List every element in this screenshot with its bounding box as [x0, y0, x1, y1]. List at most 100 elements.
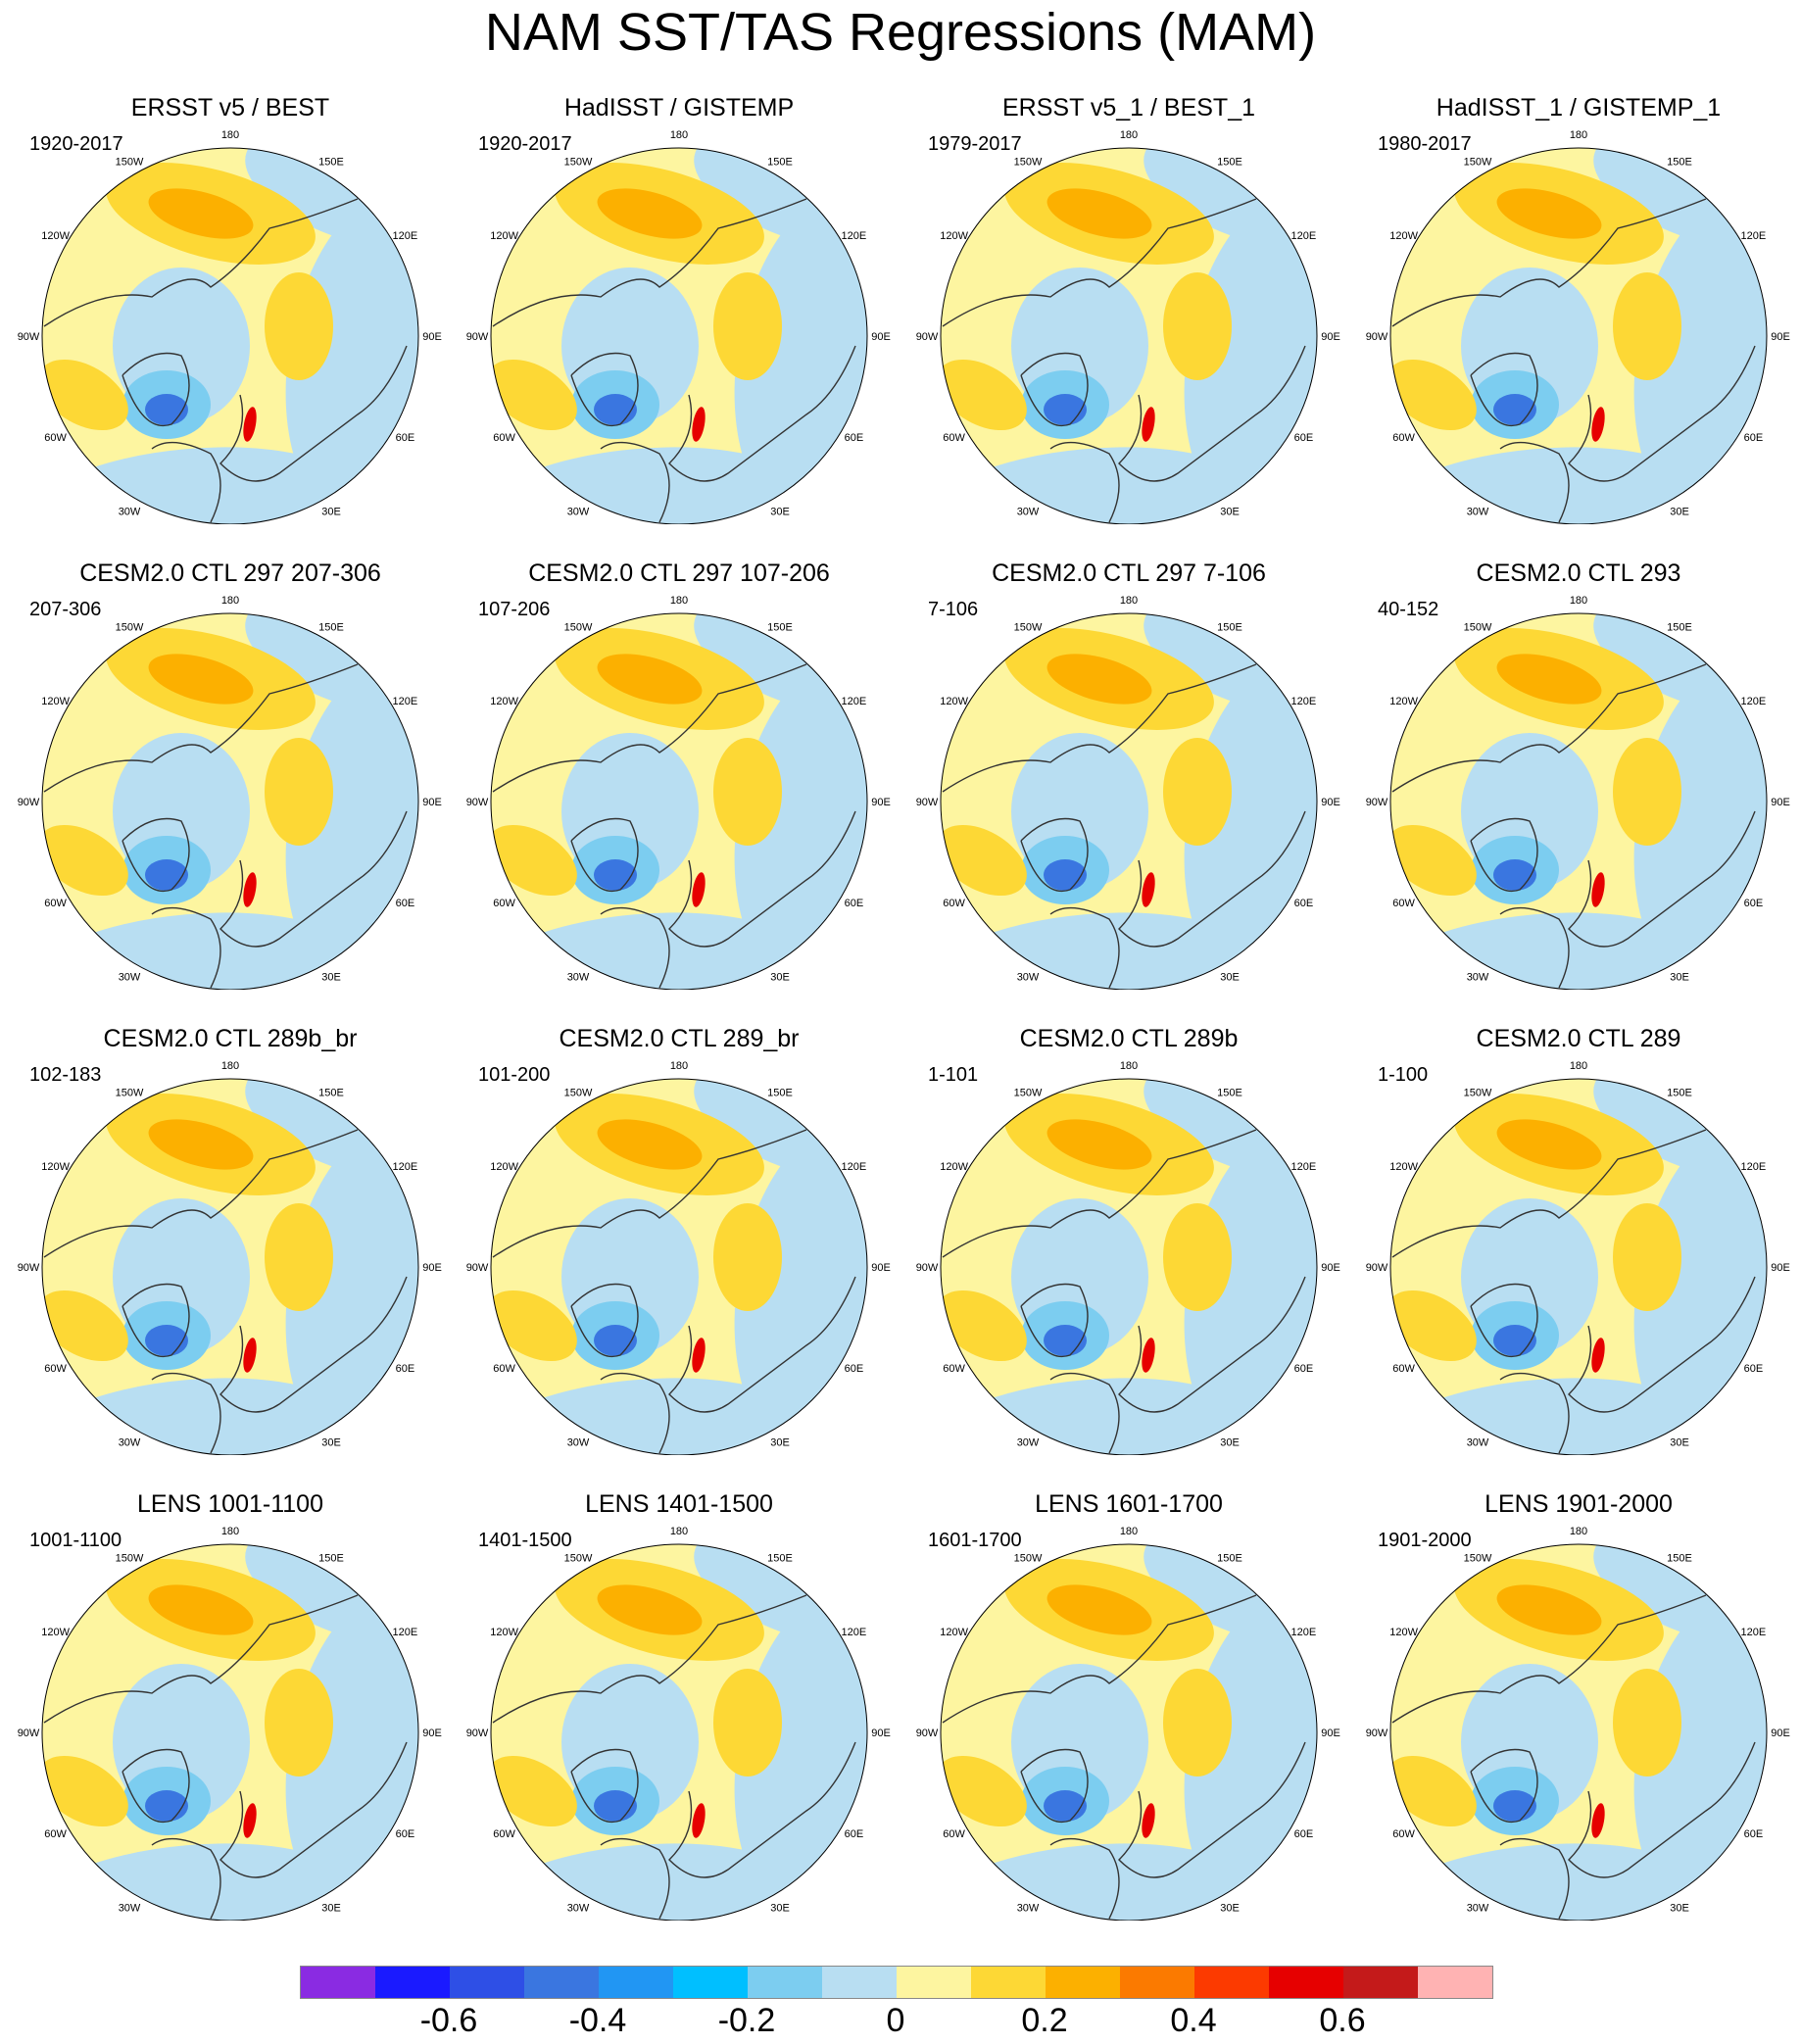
longitude-label: 90W	[18, 1728, 40, 1739]
regression-field	[1390, 148, 1767, 524]
longitude-label: 180	[670, 595, 688, 607]
longitude-label: 30E	[770, 1436, 790, 1448]
longitude-label: 180	[221, 1060, 239, 1072]
longitude-label: 120E	[1291, 1627, 1317, 1638]
longitude-label: 120W	[940, 696, 968, 707]
colorbar-box	[748, 1967, 822, 1998]
panel-years: 207-306	[29, 599, 102, 620]
coastline	[942, 1129, 1306, 1454]
longitude-label: 180	[1120, 1526, 1138, 1537]
colorbar-tick-label: -0.6	[419, 2002, 478, 2039]
longitude-label: 90W	[1366, 1262, 1388, 1274]
panel-title: CESM2.0 CTL 297 207-306	[79, 560, 381, 587]
longitude-label: 120E	[842, 230, 867, 242]
longitude-label: 30E	[770, 506, 790, 517]
coastline	[942, 198, 1306, 523]
longitude-label: 30W	[1467, 1436, 1489, 1448]
panel-title: CESM2.0 CTL 289b_br	[103, 1025, 358, 1052]
longitude-label: 150E	[318, 1553, 344, 1565]
panel-years: 1601-1700	[928, 1530, 1022, 1551]
longitude-label: 60E	[396, 1828, 415, 1840]
map-panel: CESM2.0 CTL 297 7-106 7-106 180 150E 120E 90E…	[913, 559, 1344, 990]
coastline	[492, 663, 856, 989]
longitude-label: 90W	[916, 797, 939, 808]
longitude-label: 90E	[871, 331, 891, 343]
polar-map: 180150E120E90E60E30E030W60W90W120W150W	[916, 129, 1340, 524]
panel-title: LENS 1601-1700	[1035, 1490, 1223, 1518]
map-panel: LENS 1901-2000 1901-2000 180 150E 120E 90E 60E…	[1363, 1489, 1794, 1921]
longitude-label: 30E	[1670, 1902, 1689, 1914]
longitude-label: 60W	[943, 1828, 965, 1840]
map-panel: CESM2.0 CTL 289_br 101-200 180 150E 120E 90E 6…	[463, 1024, 895, 1455]
longitude-label: 90W	[466, 797, 489, 808]
longitude-label: 120W	[41, 1161, 70, 1173]
longitude-label: 150W	[1464, 1553, 1492, 1565]
longitude-label: 120E	[1741, 230, 1767, 242]
map-panel: HadISST / GISTEMP 1920-2017 180 150E 120E 90E…	[463, 93, 895, 524]
longitude-label: 90E	[1321, 797, 1340, 808]
longitude-label: 120W	[1389, 1161, 1418, 1173]
longitude-label: 150E	[767, 1553, 793, 1565]
regression-field	[42, 148, 418, 524]
longitude-label: 150W	[1014, 1553, 1043, 1565]
map-panel: HadISST_1 / GISTEMP_1 1980-2017 180 150E 120…	[1363, 93, 1794, 524]
longitude-label: 150E	[1667, 622, 1692, 634]
colorbar-box	[450, 1967, 524, 1998]
panel-title: LENS 1401-1500	[585, 1490, 773, 1518]
longitude-label: 180	[221, 1526, 239, 1537]
longitude-label: 180	[1570, 595, 1587, 607]
longitude-label: 120W	[940, 230, 968, 242]
regression-field	[941, 1079, 1317, 1455]
polar-map: 180150E120E90E60E30E030W60W90W120W150W	[18, 595, 442, 990]
panel-years: 102-183	[29, 1064, 102, 1086]
longitude-label: 90W	[1366, 797, 1388, 808]
longitude-label: 90W	[466, 1728, 489, 1739]
polar-map: 180150E120E90E60E30E030W60W90W120W150W	[1366, 1526, 1790, 1921]
longitude-label: 30E	[1220, 1902, 1240, 1914]
colorbar-box	[1418, 1967, 1492, 1998]
longitude-label: 180	[1570, 1526, 1587, 1537]
polar-map: 180150E120E90E60E30E030W60W90W120W150W	[18, 129, 442, 524]
colorbar-box	[524, 1967, 599, 1998]
longitude-label: 180	[1570, 1060, 1587, 1072]
longitude-label: 150W	[116, 1553, 144, 1565]
longitude-label: 120E	[1741, 1627, 1767, 1638]
regression-field	[1390, 613, 1767, 990]
longitude-label: 150E	[767, 622, 793, 634]
panel-years: 1980-2017	[1378, 133, 1472, 155]
panel-title: CESM2.0 CTL 297 7-106	[992, 560, 1266, 587]
longitude-label: 150E	[1217, 1553, 1242, 1565]
longitude-label: 120W	[1389, 1627, 1418, 1638]
longitude-label: 120W	[940, 1161, 968, 1173]
longitude-label: 90E	[1321, 1262, 1340, 1274]
colorbar-box	[1120, 1967, 1194, 1998]
panel-title: HadISST / GISTEMP	[563, 94, 795, 122]
longitude-label: 60E	[1294, 1828, 1314, 1840]
longitude-label: 60E	[1294, 1363, 1314, 1375]
map-boundary	[490, 1078, 868, 1455]
panel-title: CESM2.0 CTL 289	[1476, 1025, 1681, 1052]
longitude-label: 30W	[119, 971, 141, 983]
longitude-label: 150E	[1667, 1088, 1692, 1099]
panel-years: 101-200	[478, 1064, 551, 1086]
longitude-label: 150E	[318, 157, 344, 169]
longitude-label: 90W	[916, 1262, 939, 1274]
polar-map: 180150E120E90E60E30E030W60W90W120W150W	[466, 595, 891, 990]
longitude-label: 30E	[1670, 506, 1689, 517]
longitude-label: 30W	[567, 971, 590, 983]
longitude-label: 120E	[393, 1161, 418, 1173]
map-boundary	[1389, 612, 1768, 990]
map-boundary	[490, 147, 868, 524]
panel-title: CESM2.0 CTL 297 107-206	[528, 560, 830, 587]
figure-title: NAM SST/TAS Regressions (MAM)	[484, 3, 1317, 62]
longitude-label: 60W	[1392, 1363, 1415, 1375]
colorbar-box	[301, 1967, 375, 1998]
longitude-label: 90E	[871, 797, 891, 808]
map-boundary	[41, 612, 419, 990]
longitude-label: 60W	[1392, 432, 1415, 444]
longitude-label: 90E	[422, 1262, 442, 1274]
longitude-label: 150E	[1217, 1088, 1242, 1099]
polar-map: 180150E120E90E60E30E030W60W90W120W150W	[916, 1060, 1340, 1455]
map-panel: CESM2.0 CTL 293 40-152 180 150E 120E 90E 60E 30…	[1363, 559, 1794, 990]
longitude-label: 120W	[490, 696, 518, 707]
